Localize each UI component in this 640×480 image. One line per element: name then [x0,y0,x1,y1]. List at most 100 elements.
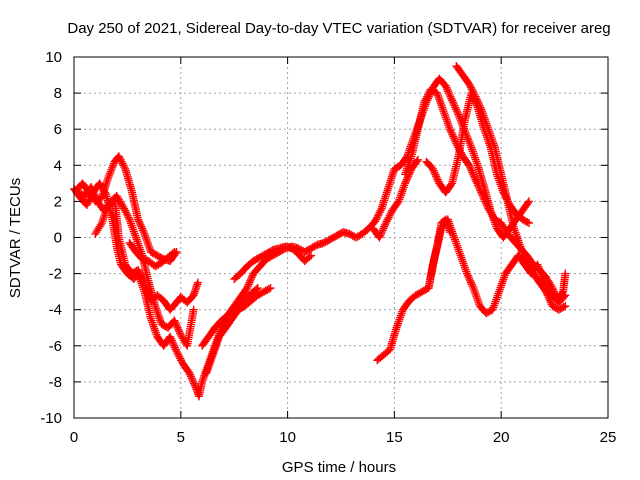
data-point [465,161,474,170]
data-point [134,265,143,274]
data-point [187,374,196,383]
data-point [467,166,476,175]
data-point [177,356,186,365]
data-point [118,159,127,168]
data-point [446,92,455,101]
y-tick-label: 2 [54,193,62,210]
data-point [189,377,198,386]
data-point [186,370,195,379]
data-point [561,269,570,278]
data-point [466,81,475,90]
data-point [173,349,182,358]
data-point [477,190,486,199]
data-point [119,202,128,211]
data-point [446,127,455,136]
data-point [372,215,381,224]
data-point [139,276,148,285]
data-point [115,154,124,163]
data-point [413,155,422,164]
x-tick-label: 15 [386,429,403,446]
data-point [379,224,388,233]
data-point [404,172,413,181]
data-point [468,282,477,291]
data-point [473,181,482,190]
data-point [477,188,486,197]
data-point [171,318,180,327]
data-point [465,80,474,89]
y-tick-label: 6 [54,121,62,138]
data-point [544,293,553,302]
data-point [447,94,456,103]
data-point [174,350,183,359]
data-point [88,186,97,195]
data-point [119,161,128,170]
data-point [175,352,184,361]
data-point [139,228,148,237]
series-track-7 [230,242,316,284]
data-point [377,229,386,238]
data-point [376,206,385,215]
data-point [471,92,480,101]
data-point [453,108,462,117]
data-point [423,92,432,101]
data-point [373,211,382,220]
x-tick-label: 0 [70,429,78,446]
data-point [185,368,194,377]
data-point [172,347,181,356]
data-point [559,302,568,311]
data-point [386,210,395,219]
axis-ticks: 0 5 10 15 20 25 -10 -8 -6 -4 -2 0 2 4 6 8 10 [40,49,616,446]
data-point [252,285,261,294]
data-point [524,197,533,206]
data-point [466,83,475,92]
data-point [383,215,392,224]
data-point [421,96,430,105]
series-track-4 [91,193,202,314]
data-point [175,329,184,338]
data-point [432,172,441,181]
data-point [171,345,180,354]
data-point [89,188,98,197]
data-point [550,289,559,298]
y-tick-label: -4 [49,302,62,319]
data-point [480,195,489,204]
data-point [445,90,454,99]
data-point [481,197,490,206]
data-point [468,168,477,177]
data-point [402,175,411,184]
y-axis-label: SDTVAR / TECUs [7,178,24,298]
data-point [380,222,389,231]
data-point [470,173,479,182]
data-point [170,247,179,256]
data-point [91,191,100,200]
data-point [138,275,147,284]
data-point [447,180,456,189]
data-point [466,164,475,173]
series-track-13 [424,215,454,293]
data-point [173,323,182,332]
data-point [168,249,177,258]
data-point [441,81,450,90]
data-point [381,219,390,228]
data-point [174,325,183,334]
data-point [114,152,123,161]
data-point [452,107,461,116]
data-point [190,379,199,388]
data-point [384,213,393,222]
data-point [431,170,440,179]
data-point [543,291,552,300]
data-point [473,98,482,107]
data-point [473,96,482,105]
data-point [469,89,478,98]
data-point [253,284,262,293]
data-point [483,202,492,211]
data-point [469,172,478,181]
y-tick-label: -10 [40,410,62,427]
data-point [83,199,92,208]
grid [74,57,608,418]
data-point [422,94,431,103]
data-point [472,177,481,186]
data-point [451,103,460,112]
data-point [449,134,458,143]
data-point [546,296,555,305]
